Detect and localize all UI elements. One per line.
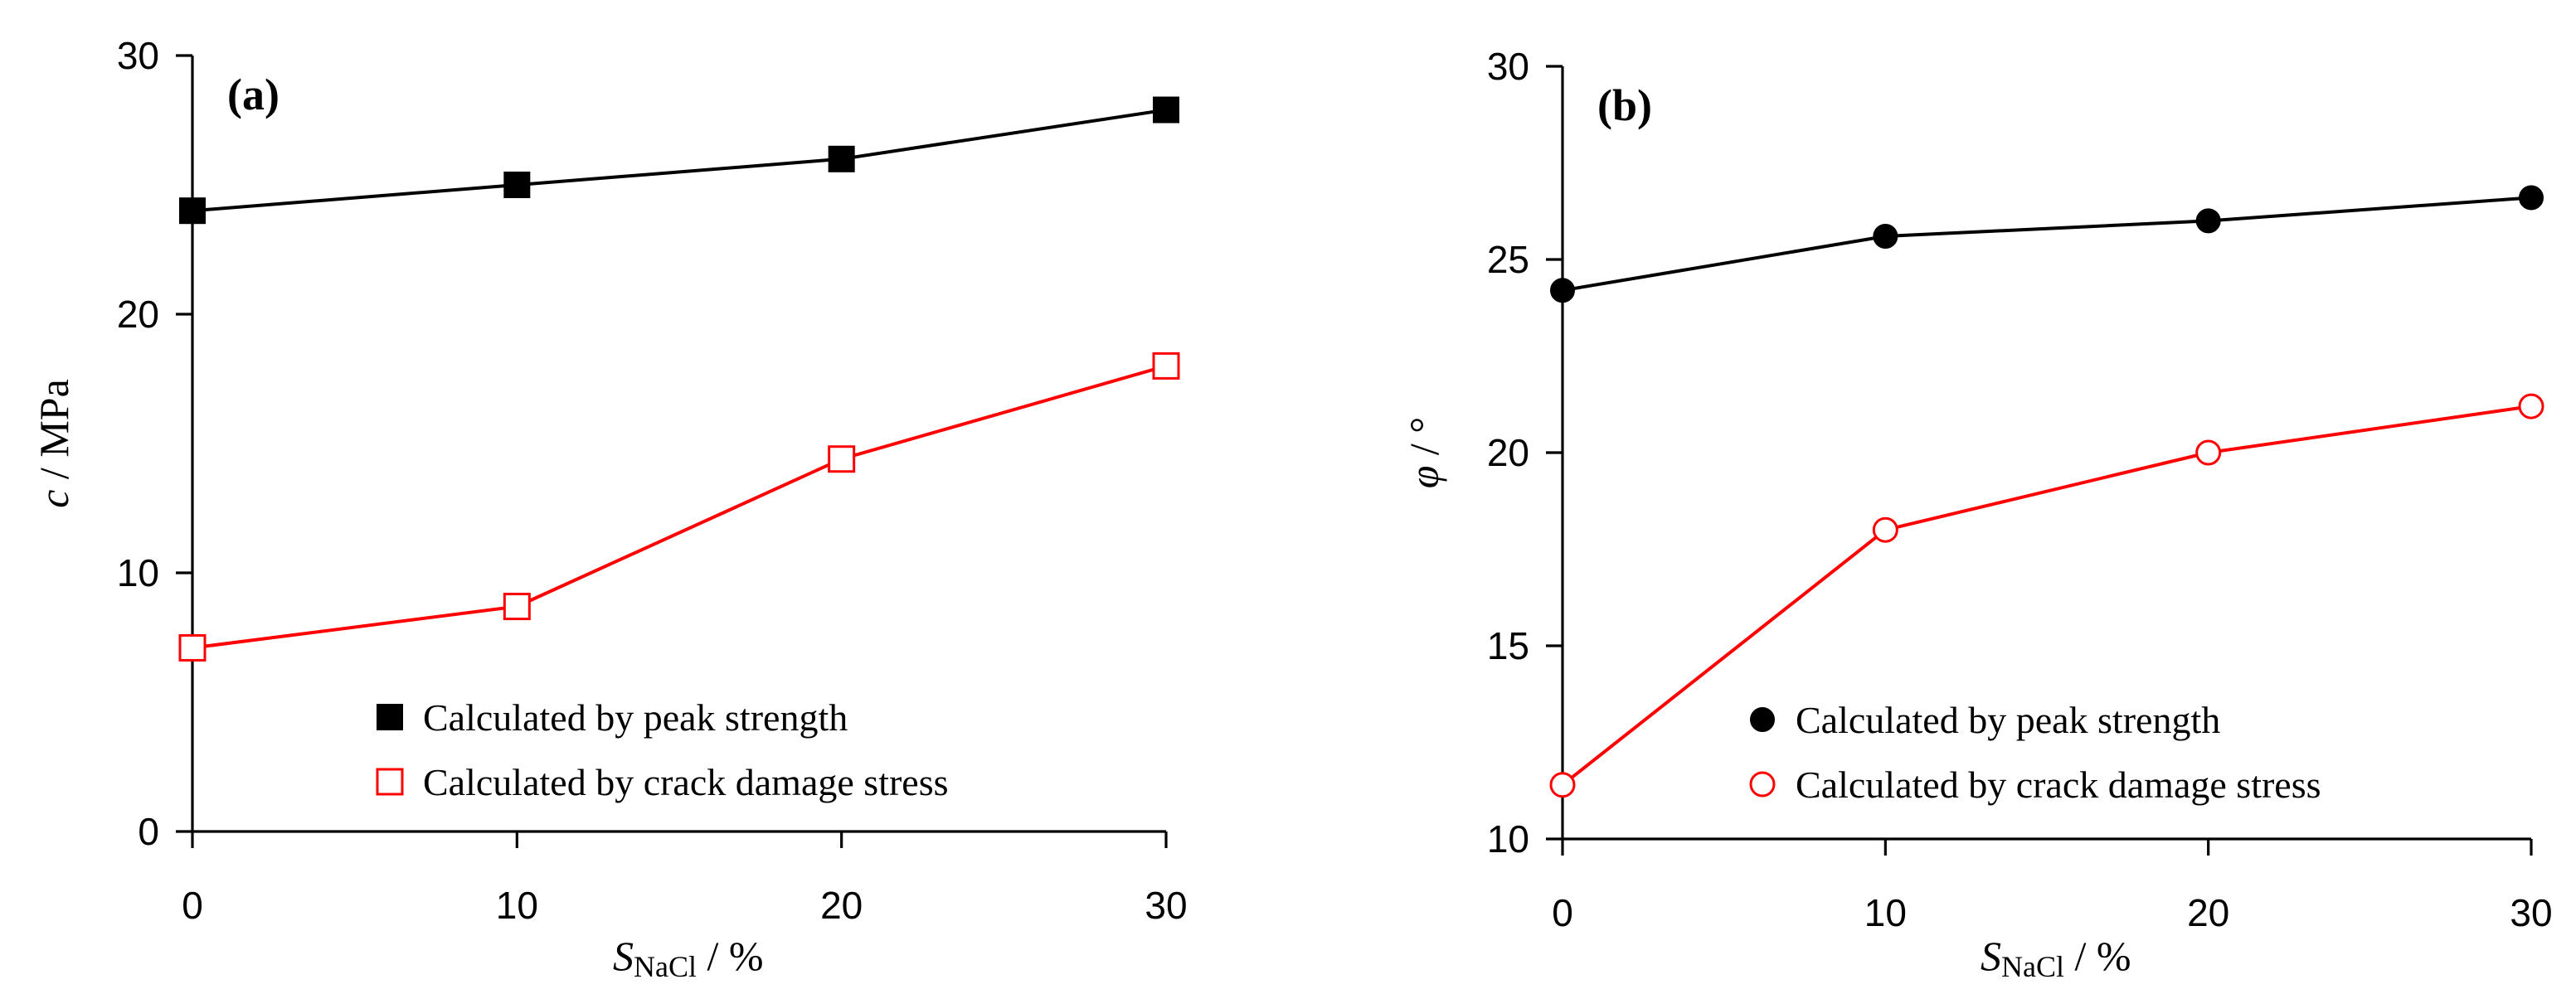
data-point bbox=[1153, 96, 1179, 124]
x-axis-label: SNaCl / % bbox=[613, 933, 764, 983]
y-tick-label: 15 bbox=[1487, 624, 1529, 667]
y-axis-label-var: c bbox=[31, 490, 77, 508]
x-tick-label: 10 bbox=[1864, 891, 1907, 934]
y-tick-label: 20 bbox=[117, 293, 159, 336]
x-axis-label-sub: NaCl bbox=[2001, 950, 2064, 983]
x-tick-label: 20 bbox=[2187, 891, 2229, 934]
x-axis-label-var: S bbox=[613, 933, 634, 979]
y-axis-label-unit: / ° bbox=[1401, 417, 1447, 466]
chart-panel-b: 10 15 20 25 30 0 10 20 30 SNaCl / % φ / ° (b) Calcul… bbox=[1401, 45, 2553, 983]
legend-marker bbox=[1750, 707, 1775, 732]
y-tick-label: 10 bbox=[117, 551, 159, 594]
data-point bbox=[1550, 278, 1575, 303]
x-tick-label: 0 bbox=[182, 884, 203, 927]
data-point bbox=[179, 197, 206, 225]
legend-marker bbox=[1749, 771, 1776, 798]
legend-marker bbox=[377, 704, 403, 730]
legend: Calculated by peak strength Calculated by… bbox=[376, 696, 949, 803]
data-point bbox=[1549, 772, 1576, 798]
x-axis-label: SNaCl / % bbox=[1981, 933, 2131, 983]
legend: Calculated by peak strength Calculated by… bbox=[1749, 699, 2321, 806]
y-axis-label: c / MPa bbox=[31, 379, 77, 508]
x-axis-label-unit: / % bbox=[2064, 933, 2131, 979]
series-line bbox=[1562, 196, 2532, 293]
data-point bbox=[1872, 516, 1898, 543]
x-tick-label: 30 bbox=[1145, 884, 1187, 927]
y-tick-label: 30 bbox=[117, 34, 159, 77]
y-tick-label: 30 bbox=[1487, 45, 1529, 88]
data-point bbox=[2518, 393, 2544, 419]
data-point bbox=[2519, 185, 2544, 211]
y-tick-label: 10 bbox=[1487, 817, 1529, 861]
x-axis-label-sub: NaCl bbox=[634, 950, 697, 983]
x-tick-label: 10 bbox=[496, 884, 538, 927]
y-axis-label-var: φ bbox=[1401, 466, 1447, 489]
series-crack-damage-stress bbox=[178, 351, 1180, 662]
series-line bbox=[192, 108, 1167, 213]
x-axis-label-var: S bbox=[1981, 933, 2001, 979]
y-tick-label: 25 bbox=[1487, 238, 1529, 281]
legend-marker bbox=[376, 768, 404, 796]
y-axis-label: φ / ° bbox=[1401, 417, 1447, 489]
series-peak-strength bbox=[179, 96, 1179, 225]
data-point bbox=[178, 633, 207, 662]
legend-label: Calculated by peak strength bbox=[1796, 699, 2220, 741]
x-tick-label: 20 bbox=[820, 884, 863, 927]
data-point bbox=[503, 593, 531, 621]
y-tick-label: 0 bbox=[138, 810, 159, 853]
panel-label: (b) bbox=[1597, 80, 1652, 130]
data-point bbox=[1873, 224, 1898, 250]
chart-panel-a: 0 10 20 30 0 10 20 30 SNaCl / % c / MPa (a) Calcula… bbox=[31, 34, 1188, 983]
x-tick-label: 0 bbox=[1552, 891, 1573, 934]
data-point bbox=[2195, 208, 2221, 234]
x-axis-label-unit: / % bbox=[697, 933, 764, 979]
y-tick-label: 20 bbox=[1487, 431, 1529, 474]
data-point bbox=[828, 445, 856, 473]
legend-label: Calculated by crack damage stress bbox=[423, 761, 949, 803]
legend-label: Calculated by peak strength bbox=[423, 696, 848, 739]
series-crack-damage-stress bbox=[1549, 393, 2544, 798]
series-peak-strength bbox=[1550, 185, 2544, 303]
series-line bbox=[192, 364, 1167, 650]
legend-label: Calculated by crack damage stress bbox=[1796, 764, 2321, 806]
data-point bbox=[828, 145, 855, 172]
x-tick-label: 30 bbox=[2510, 891, 2552, 934]
data-point bbox=[1152, 351, 1180, 380]
panel-label: (a) bbox=[227, 70, 279, 119]
data-point bbox=[503, 172, 531, 198]
data-point bbox=[2195, 439, 2222, 466]
series-line bbox=[1561, 405, 2532, 787]
y-axis-label-unit: / MPa bbox=[31, 379, 77, 489]
